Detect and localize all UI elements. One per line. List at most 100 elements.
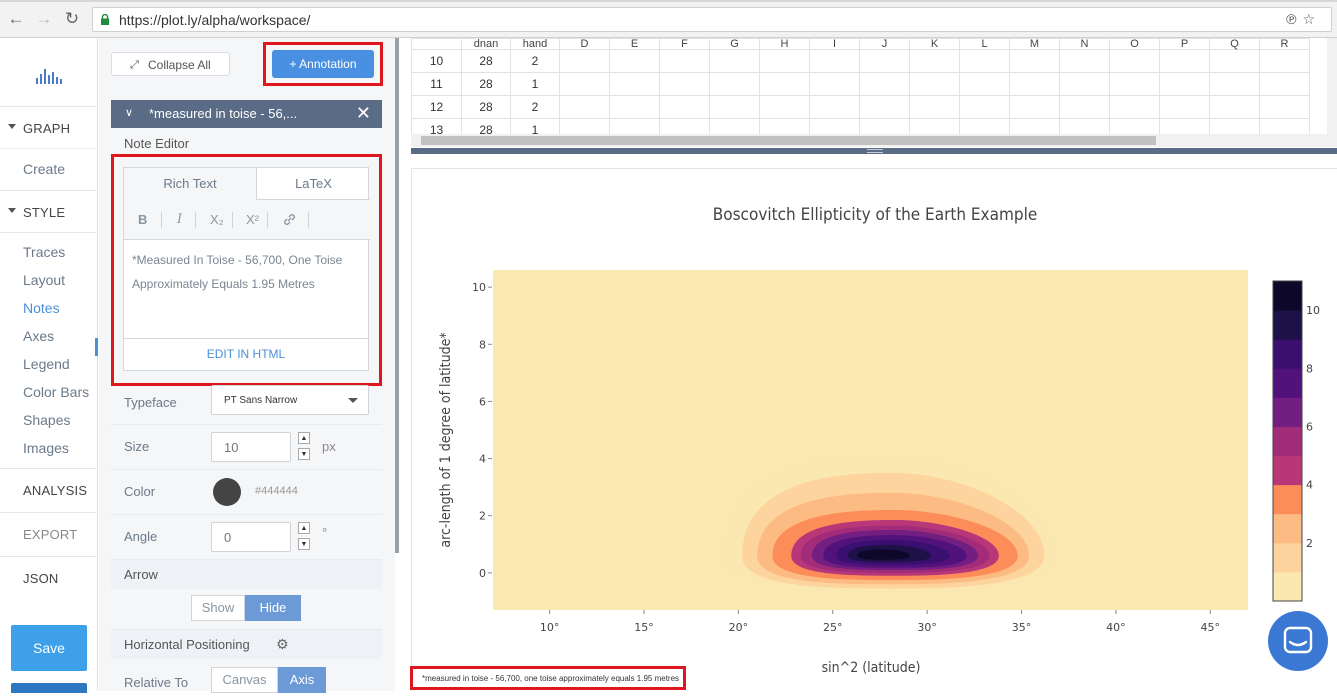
column-header[interactable]: I [809,38,860,50]
grid-cell[interactable] [559,49,610,73]
grid-cell[interactable] [1159,95,1210,119]
sidebar-item-axes[interactable]: Axes [23,328,55,344]
close-icon[interactable]: ✕ [355,103,371,123]
section-style[interactable]: STYLE [0,190,98,232]
column-header[interactable]: M [1009,38,1060,50]
grid-cell[interactable]: 2 [510,95,560,119]
section-graph[interactable]: GRAPH [0,106,98,148]
column-header[interactable]: K [909,38,960,50]
grid-cell[interactable] [709,95,760,119]
forward-icon[interactable]: → [35,9,53,28]
grid-cell[interactable] [1259,72,1310,96]
grid-cell[interactable] [759,118,810,134]
grid-cell[interactable] [859,72,910,96]
sidebar-item-traces[interactable]: Traces [23,244,66,260]
grid-cell[interactable] [609,95,660,119]
column-header[interactable]: hand [510,38,560,50]
grid-cell[interactable] [809,118,860,134]
grid-cell[interactable]: 28 [461,118,511,134]
grid-cell[interactable]: 28 [461,95,511,119]
grid-cell[interactable] [1159,49,1210,73]
column-header[interactable]: L [959,38,1010,50]
column-header[interactable]: N [1059,38,1110,50]
grid-cell[interactable] [909,118,960,134]
grid-cell[interactable] [959,49,1010,73]
grid-cell[interactable]: 11 [411,72,462,96]
grid-cell[interactable] [1209,72,1260,96]
grid-cell[interactable] [1159,72,1210,96]
arrow-show-button[interactable]: Show [191,595,245,621]
typeface-dropdown[interactable]: PT Sans Narrow [211,385,369,415]
address-bar[interactable]: https://plot.ly/alpha/workspace/ ℗☆ [92,7,1332,32]
grid-cell[interactable] [959,72,1010,96]
grid-cell[interactable] [759,72,810,96]
grid-cell[interactable] [809,49,860,73]
grid-cell[interactable] [859,95,910,119]
grid-cell[interactable] [1009,118,1060,134]
sidebar-item-layout[interactable]: Layout [23,272,66,288]
note-header[interactable]: ∨ *measured in toise - 56,... ✕ [111,100,382,128]
grid-cell[interactable] [1009,95,1060,119]
grid-cell[interactable] [759,95,810,119]
grid-cell[interactable] [909,49,960,73]
grid-cell[interactable]: 28 [461,49,511,73]
tab-latex[interactable]: LaTeX [257,168,370,200]
sidebar-item-legend[interactable]: Legend [23,356,70,372]
grid-cell[interactable] [609,118,660,134]
grid-cell[interactable] [1009,49,1060,73]
grid-cell[interactable] [559,118,610,134]
grid-cell[interactable] [1159,118,1210,134]
superscript-button[interactable]: X² [246,212,259,227]
scrollbar-thumb[interactable] [421,136,1156,145]
grid-cell[interactable]: 28 [461,72,511,96]
annotation-footnote[interactable]: *measured in toise - 56,700, one toise a… [410,666,686,690]
grid-cell[interactable] [1259,49,1310,73]
sidebar-item-images[interactable]: Images [23,440,69,456]
back-icon[interactable]: ← [7,9,25,28]
panel-scrollbar[interactable] [395,38,399,553]
sidebar-item-notes[interactable]: Notes [23,300,60,316]
grid-cell[interactable] [1059,49,1110,73]
size-input[interactable]: 10 [211,432,291,462]
grid-cell[interactable] [709,72,760,96]
italic-button[interactable]: I [177,212,183,227]
share-button[interactable] [11,683,87,693]
section-export[interactable]: EXPORT [0,512,98,556]
column-header[interactable]: D [559,38,610,50]
subscript-button[interactable]: X₂ [210,212,224,227]
column-header[interactable]: O [1109,38,1160,50]
column-header[interactable]: F [659,38,710,50]
add-annotation-button[interactable]: + Annotation [272,50,374,78]
grid-cell[interactable] [1209,118,1260,134]
sidebar-item-shapes[interactable]: Shapes [23,412,71,428]
grid-cell[interactable]: 13 [411,118,462,134]
arrow-hide-button[interactable]: Hide [245,595,301,621]
grid-cell[interactable] [1009,72,1060,96]
column-header[interactable]: H [759,38,810,50]
reload-icon[interactable]: ↻ [64,9,80,28]
note-text-area[interactable]: *Measured In Toise - 56,700, One Toise A… [132,253,343,291]
grid-cell[interactable] [909,72,960,96]
grid-cell[interactable] [709,118,760,134]
grid-cell[interactable] [659,49,710,73]
pin-icon[interactable]: ℗ [1286,11,1303,27]
column-header[interactable]: R [1259,38,1310,50]
grid-cell[interactable] [709,49,760,73]
grid-cell[interactable] [809,72,860,96]
collapse-all-button[interactable]: ⤢ Collapse All [111,52,230,76]
plotly-logo-icon[interactable] [34,66,64,86]
column-header[interactable]: P [1159,38,1210,50]
color-swatch[interactable] [213,478,241,506]
grid-cell[interactable] [559,72,610,96]
gear-icon[interactable]: ⚙ [276,636,289,652]
tab-rich-text[interactable]: Rich Text [124,168,257,200]
grid-cell[interactable]: 10 [411,49,462,73]
grid-cell[interactable] [1059,72,1110,96]
grid-cell[interactable] [659,95,710,119]
grid-cell[interactable] [909,95,960,119]
increment-icon[interactable]: ▲ [298,432,310,444]
column-header[interactable]: Q [1209,38,1260,50]
grid-cell[interactable] [759,49,810,73]
grid-cell[interactable] [1109,118,1160,134]
grid-cell[interactable] [659,72,710,96]
